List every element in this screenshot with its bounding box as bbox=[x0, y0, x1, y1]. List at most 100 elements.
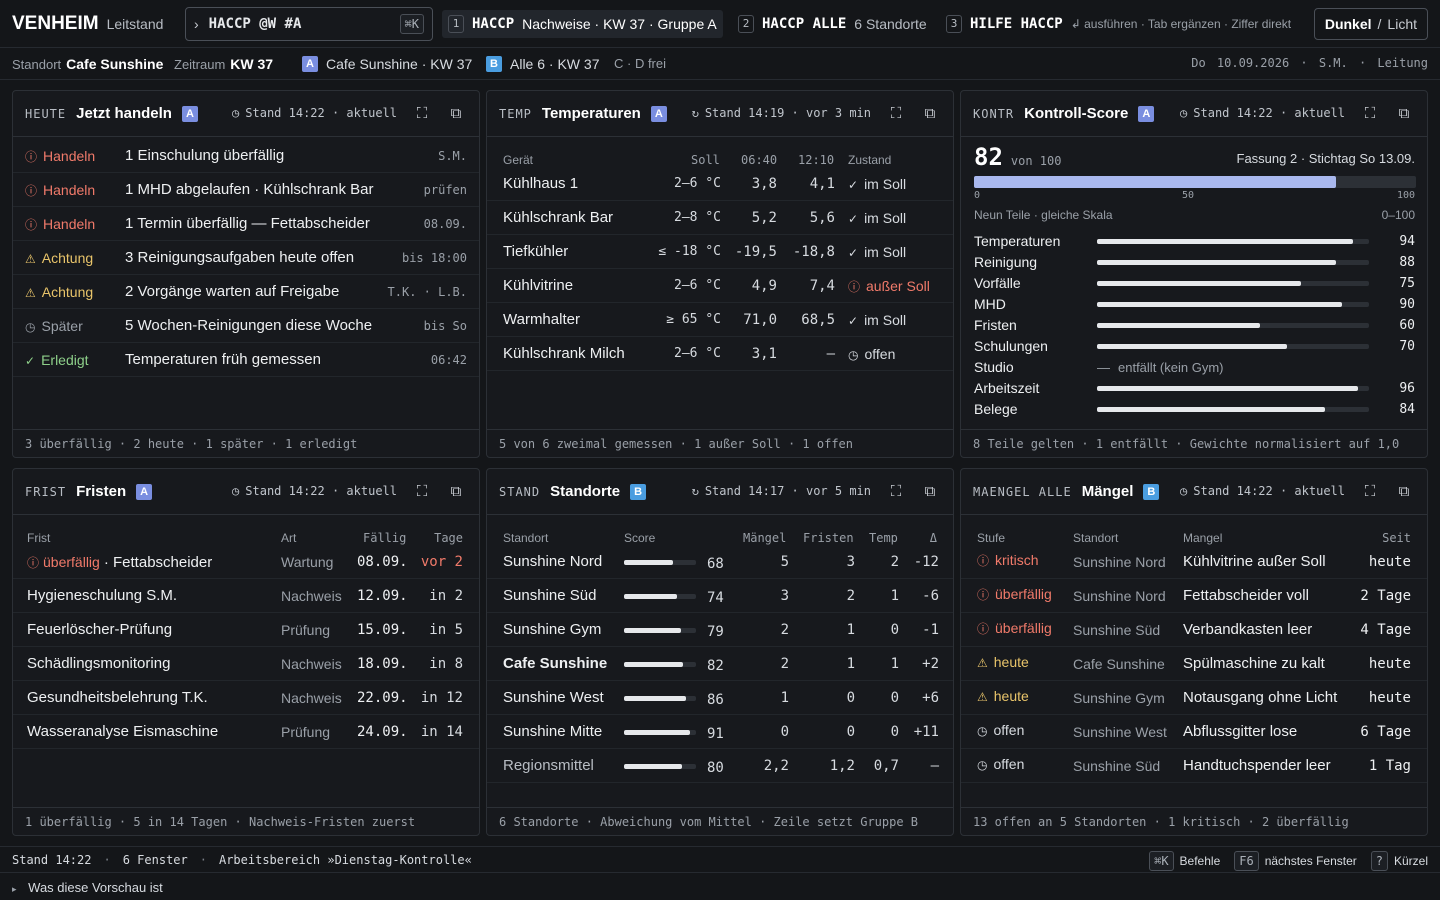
clock-icon: ◷ bbox=[25, 320, 36, 334]
brand[interactable]: VENHEIM Leitstand bbox=[12, 13, 163, 35]
defect-row[interactable]: ⓘ überfällig Sunshine Nord Fettabscheider v… bbox=[961, 579, 1427, 613]
column-header: Soll bbox=[691, 153, 720, 167]
group-b-chip[interactable]: B Alle 6 · KW 37 bbox=[486, 56, 599, 72]
panel-stand: ↻ Stand 14:17 · vor 5 min bbox=[692, 484, 871, 498]
expand-icon[interactable]: ⛶ bbox=[416, 105, 428, 122]
site-row[interactable]: Regionsmittel 80 2,2 1,2 0,7 — bbox=[487, 749, 953, 783]
task-row[interactable]: ◷ Später 5 Wochen-Reinigungen diese Woche b… bbox=[13, 309, 479, 343]
site-row[interactable]: Sunshine Nord 68 5 3 2 -12 bbox=[487, 545, 953, 579]
site-row[interactable]: Sunshine Mitte 91 0 0 0 +11 bbox=[487, 715, 953, 749]
command-input[interactable]: › HACCP @W #A ⌘K bbox=[185, 7, 433, 41]
task-status: ⚠ Achtung bbox=[25, 241, 93, 275]
external-link-icon[interactable]: ⧉ bbox=[1398, 483, 1410, 500]
expand-icon[interactable]: ⛶ bbox=[1364, 483, 1376, 500]
score-item[interactable]: Reinigung 88 bbox=[961, 252, 1427, 273]
score-item-value: 94 bbox=[1399, 234, 1415, 249]
score-item[interactable]: Temperaturen 94 bbox=[961, 231, 1427, 252]
alert-circle-icon: ⓘ bbox=[848, 280, 861, 294]
site-row[interactable]: Cafe Sunshine 82 2 1 1 +2 bbox=[487, 647, 953, 681]
defect-row[interactable]: ⓘ überfällig Sunshine Süd Verbandkasten lee… bbox=[961, 613, 1427, 647]
panel-stand: ◷ Stand 14:22 · aktuell bbox=[232, 106, 397, 120]
warning-triangle-icon: ⚠ bbox=[25, 252, 36, 266]
deadline-row[interactable]: Schädlingsmonitoring Nachweis 18.09. in 8 bbox=[13, 647, 479, 681]
panel-kontroll-score: KONTR Kontroll-Score A ◷ Stand 14:22 · ak… bbox=[960, 90, 1428, 458]
shortcut-label[interactable]: nächstes Fenster bbox=[1264, 854, 1357, 868]
column-header: Gerät bbox=[503, 153, 534, 167]
status-windows: 6 Fenster bbox=[122, 852, 188, 867]
task-row[interactable]: ⓘ Handeln 1 Termin überfällig — Fettabsche… bbox=[13, 207, 479, 241]
deadline-row[interactable]: Wasseranalyse Eismaschine Prüfung 24.09. in… bbox=[13, 715, 479, 749]
task-row[interactable]: ⚠ Achtung 2 Vorgänge warten auf Freigabe T.… bbox=[13, 275, 479, 309]
external-link-icon[interactable]: ⧉ bbox=[1398, 105, 1410, 122]
zeitraum-selector[interactable]: Zeitraum KW 37 bbox=[174, 56, 273, 72]
defect-row[interactable]: ⓘ kritisch Sunshine Nord Kühlvitrine außer … bbox=[961, 545, 1427, 579]
deadline-title: Feuerlöscher-Prüfung bbox=[27, 621, 173, 638]
suggestion-3[interactable]: 3 HILFE HACCP ↲ ausführen · Tab ergänzen… bbox=[940, 10, 1297, 38]
standort-selector[interactable]: Standort Cafe Sunshine bbox=[12, 56, 163, 72]
expand-icon[interactable]: ⛶ bbox=[890, 483, 902, 500]
temperature-row[interactable]: Tiefkühler ≤ -18 °C -19,5 -18,8 ✓ im Soll bbox=[487, 235, 953, 269]
defect-row[interactable]: ⚠ heute Cafe Sunshine Spülmaschine zu kalt h… bbox=[961, 647, 1427, 681]
site-score-bar bbox=[624, 560, 696, 565]
reading-morning: 3,8 bbox=[751, 176, 777, 192]
suggestion-2[interactable]: 2 HACCP ALLE 6 Standorte bbox=[732, 10, 933, 38]
group-badge: B bbox=[630, 483, 647, 500]
site-row[interactable]: Sunshine West 86 1 0 0 +6 bbox=[487, 681, 953, 715]
temperature-row[interactable]: Warmhalter ≥ 65 °C 71,0 68,5 ✓ im Soll bbox=[487, 303, 953, 337]
deadline-row[interactable]: ⓘ überfällig · Fettabscheider Wartung 08.09.… bbox=[13, 545, 479, 579]
defect-row[interactable]: ◷ offen Sunshine West Abflussgitter lose 6 T… bbox=[961, 715, 1427, 749]
subhead: Neun Teile · gleiche Skala bbox=[974, 208, 1113, 222]
status-workspace[interactable]: Arbeitsbereich »Dienstag-Kontrolle« bbox=[218, 852, 472, 867]
external-link-icon[interactable]: ⧉ bbox=[924, 105, 936, 122]
task-row[interactable]: ⓘ Handeln 1 MHD abgelaufen · Kühlschrank B… bbox=[13, 173, 479, 207]
deadline-row[interactable]: Feuerlöscher-Prüfung Prüfung 15.09. in 5 bbox=[13, 613, 479, 647]
score-item-label: Temperaturen bbox=[974, 233, 1061, 249]
external-link-icon[interactable]: ⧉ bbox=[924, 483, 936, 500]
external-link-icon[interactable]: ⧉ bbox=[450, 105, 462, 122]
expand-icon[interactable]: ⛶ bbox=[890, 105, 902, 122]
site-temp: 1 bbox=[890, 656, 899, 672]
score-item[interactable]: Arbeitszeit 96 bbox=[961, 378, 1427, 399]
deadline-row[interactable]: Gesundheitsbelehrung T.K. Nachweis 22.09. i… bbox=[13, 681, 479, 715]
score-item[interactable]: Belege 84 bbox=[961, 399, 1427, 420]
temperature-row[interactable]: Kühlschrank Bar 2–8 °C 5,2 5,6 ✓ im Soll bbox=[487, 201, 953, 235]
site-row[interactable]: Sunshine Süd 74 3 2 1 -6 bbox=[487, 579, 953, 613]
preview-disclosure[interactable]: ▸ Was diese Vorschau ist bbox=[0, 872, 1440, 900]
score-item[interactable]: Vorfälle 75 bbox=[961, 273, 1427, 294]
reading-morning: 5,2 bbox=[751, 210, 777, 226]
clock-icon: ◷ bbox=[977, 758, 988, 772]
shortcut-label[interactable]: Kürzel bbox=[1393, 854, 1428, 868]
score-item-label: Fristen bbox=[974, 317, 1017, 333]
task-row[interactable]: ⓘ Handeln 1 Einschulung überfällig S.M. bbox=[13, 139, 479, 173]
expand-icon[interactable]: ⛶ bbox=[1364, 105, 1376, 122]
theme-light-option[interactable]: Licht bbox=[1387, 16, 1417, 32]
temperature-row[interactable]: Kühlhaus 1 2–6 °C 3,8 4,1 ✓ im Soll bbox=[487, 167, 953, 201]
task-row[interactable]: ✓ Erledigt Temperaturen früh gemessen 06:42 bbox=[13, 343, 479, 377]
score-item[interactable]: Studio — entfällt (kein Gym) bbox=[961, 357, 1427, 378]
defect-row[interactable]: ⚠ heute Sunshine Gym Notausgang ohne Licht h… bbox=[961, 681, 1427, 715]
score-item[interactable]: Schulungen 70 bbox=[961, 336, 1427, 357]
defect-row[interactable]: ◷ offen Sunshine Süd Handtuchspender leer 1 … bbox=[961, 749, 1427, 783]
scale-tick: 100 bbox=[1396, 190, 1415, 201]
panel-footer: 5 von 6 zweimal gemessen · 1 außer Soll … bbox=[487, 429, 953, 457]
panel-title: Kontroll-Score bbox=[1024, 105, 1129, 122]
score-item[interactable]: Fristen 60 bbox=[961, 315, 1427, 336]
temperature-row[interactable]: Kühlvitrine 2–6 °C 4,9 7,4 ⓘ außer Soll bbox=[487, 269, 953, 303]
deadline-row[interactable]: Hygieneschulung S.M. Nachweis 12.09. in 2 bbox=[13, 579, 479, 613]
deadline-days: in 14 bbox=[420, 724, 463, 740]
expand-icon[interactable]: ⛶ bbox=[416, 483, 428, 500]
site-row[interactable]: Sunshine Gym 79 2 1 0 -1 bbox=[487, 613, 953, 647]
group-a-chip[interactable]: A Cafe Sunshine · KW 37 bbox=[302, 56, 472, 72]
deadline-date: 12.09. bbox=[357, 588, 408, 604]
shortcut-label[interactable]: Befehle bbox=[1179, 854, 1221, 868]
temperature-row[interactable]: Kühlschrank Milch 2–6 °C 3,1 — ◷ offen bbox=[487, 337, 953, 371]
theme-toggle-button[interactable]: Dunkel / Licht bbox=[1313, 8, 1428, 40]
panel-maengel: MAENGEL ALLE Mängel B ◷ Stand 14:22 · akt… bbox=[960, 468, 1428, 836]
group-badge: A bbox=[650, 105, 667, 122]
task-row[interactable]: ⚠ Achtung 3 Reinigungsaufgaben heute offen… bbox=[13, 241, 479, 275]
suggestion-1[interactable]: 1 HACCP Nachweise · KW 37 · Gruppe A bbox=[442, 10, 723, 38]
column-header: Temp bbox=[869, 531, 898, 545]
score-item[interactable]: MHD 90 bbox=[961, 294, 1427, 315]
external-link-icon[interactable]: ⧉ bbox=[450, 483, 462, 500]
theme-dark-option[interactable]: Dunkel bbox=[1324, 16, 1372, 32]
